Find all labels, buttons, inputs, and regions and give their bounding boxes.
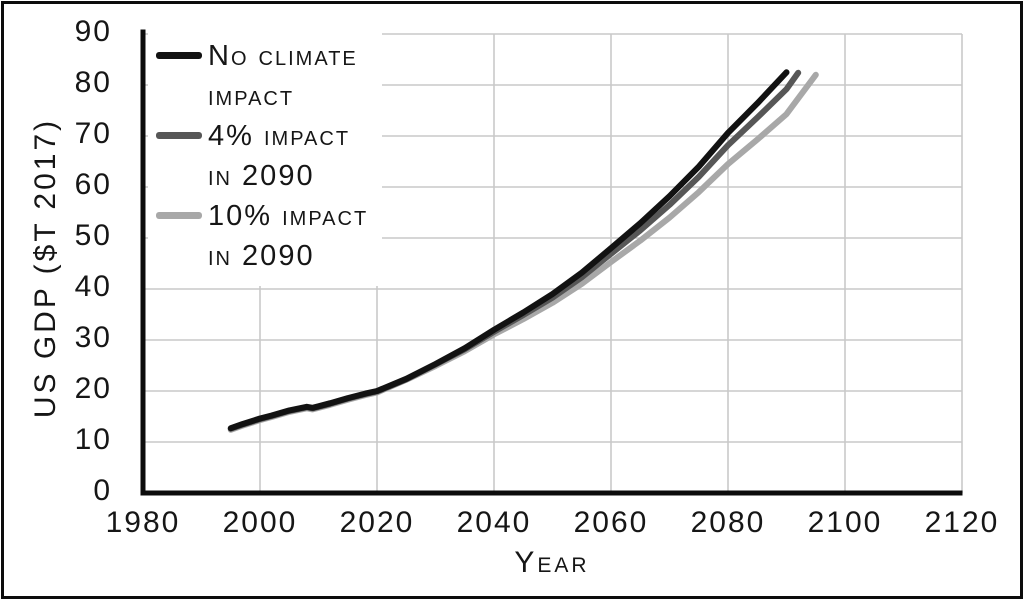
series-line-no-climate-impact <box>227 69 790 432</box>
axis-spines <box>140 29 963 496</box>
legend-line-swatch-lightgray <box>156 212 202 219</box>
legend-label-line2: in 2090 <box>208 240 315 272</box>
legend-item-no-climate-impact: No climate impact <box>156 36 368 116</box>
legend-line-swatch-darkgray <box>156 132 202 139</box>
data-series-lines <box>227 69 819 433</box>
legend-item-10pct-impact: 10% impact in 2090 <box>156 196 368 276</box>
x-tick-label: 2100 <box>807 506 883 539</box>
y-axis-title: US GDP ($T 2017) <box>29 117 62 419</box>
legend-line-swatch-black <box>156 52 202 59</box>
y-tick-label: 80 <box>74 66 112 99</box>
axes-spines <box>140 29 963 496</box>
legend-label-line1: No climate <box>208 40 358 72</box>
y-tick-label: 70 <box>74 117 112 150</box>
legend-label: 10% impact in 2090 <box>208 196 368 276</box>
y-tick-label: 10 <box>74 423 112 456</box>
x-tick-label: 2040 <box>456 506 532 539</box>
y-tick-label: 90 <box>74 15 112 48</box>
legend-item-4pct-impact: 4% impact in 2090 <box>156 116 368 196</box>
x-axis-title: Year <box>514 546 590 579</box>
legend-label-line2: in 2090 <box>208 160 315 192</box>
y-tick-label: 0 <box>93 474 112 507</box>
legend-label: No climate impact <box>208 36 358 116</box>
legend-label-line2: impact <box>208 80 295 112</box>
x-tick-label: 2080 <box>690 506 766 539</box>
y-tick-label: 50 <box>74 219 112 252</box>
y-tick-label: 20 <box>74 372 112 405</box>
y-tick-label: 40 <box>74 270 112 303</box>
x-tick-label: 2000 <box>222 506 298 539</box>
x-tick-label: 1980 <box>105 506 181 539</box>
legend-label-line1: 10% impact <box>208 200 369 232</box>
y-tick-label: 60 <box>74 168 112 201</box>
x-tick-label: 2060 <box>573 506 649 539</box>
y-tick-label: 30 <box>74 321 112 354</box>
legend-label-line1: 4% impact <box>208 120 351 152</box>
x-tick-label: 2020 <box>339 506 415 539</box>
x-tick-label: 2120 <box>924 506 1000 539</box>
chart-legend: No climate impact 4% impact in 2090 10% … <box>148 32 383 286</box>
legend-label: 4% impact in 2090 <box>208 116 350 196</box>
